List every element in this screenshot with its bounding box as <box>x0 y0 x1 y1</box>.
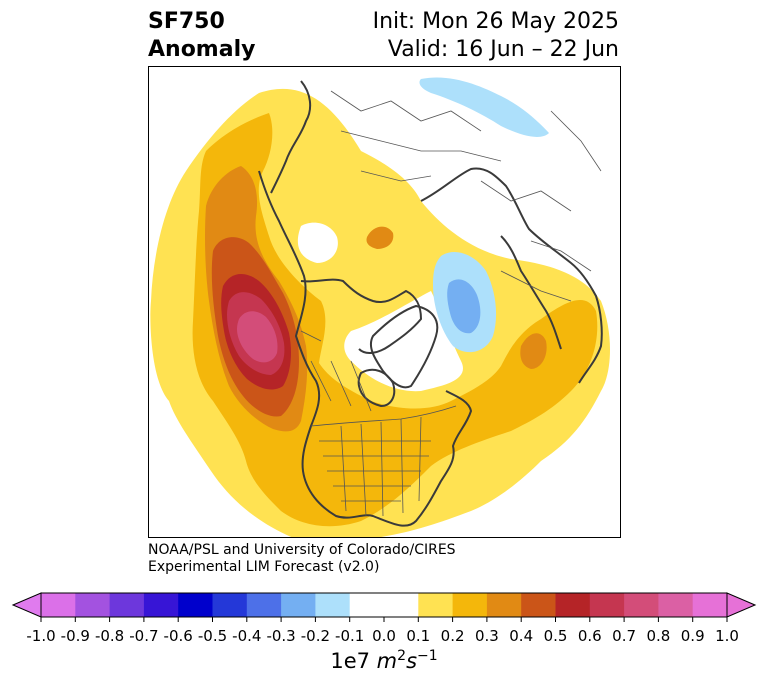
colorbar-cell <box>658 593 694 617</box>
colorbar-cell <box>281 593 316 617</box>
colorbar-cells <box>41 593 728 617</box>
units-exp-2: 2 <box>397 648 407 664</box>
colorbar-tick-label: -0.9 <box>61 627 90 645</box>
colorbar-cell <box>178 593 213 617</box>
colorbar-cell <box>589 593 625 617</box>
eurasia-coast <box>420 167 603 384</box>
colorbar-tick-label: 0.5 <box>544 627 568 645</box>
colorbar-cell <box>246 593 282 617</box>
colorbar: -1.0 -0.9 -0.8 -0.7 -0.6 -0.5 -0.4 -0.3 -0.2 -0.1… <box>11 592 757 645</box>
colorbar-cell <box>109 593 145 617</box>
hudson-bay-coast <box>357 368 396 407</box>
colorbar-tick-label: -0.8 <box>95 627 124 645</box>
colorbar-units: 1e7 m2s−1 <box>0 648 768 673</box>
colorbar-cell <box>418 593 454 617</box>
colorbar-cell <box>41 593 76 617</box>
colorbar-cell <box>486 593 522 617</box>
colorbar-tick-label: 0.9 <box>681 627 705 645</box>
colorbar-cell <box>692 593 728 617</box>
colorbar-tick-label: 0.1 <box>406 627 430 645</box>
colorbar-cell <box>349 593 385 617</box>
credit-line-2: Experimental LIM Forecast (v2.0) <box>148 559 380 575</box>
colorbar-tick-label: 0.7 <box>612 627 636 645</box>
colorbar-ticks: -1.0 -0.9 -0.8 -0.7 -0.6 -0.5 -0.4 -0.3 -0.2 -0.1… <box>26 617 739 645</box>
colorbar-tick-label: 0.8 <box>646 627 670 645</box>
colorbar-cell <box>555 593 591 617</box>
units-s: s <box>406 649 418 673</box>
date-block: Init: Mon 26 May 2025 Valid: 16 Jun – 22… <box>373 8 619 64</box>
colorbar-cell <box>143 593 179 617</box>
colorbar-cell <box>212 593 248 617</box>
canada-province-lines <box>300 330 372 412</box>
valid-range: Valid: 16 Jun – 22 Jun <box>387 37 619 62</box>
colorbar-tick-label: 1.0 <box>715 627 739 645</box>
colorbar-tick-label: -0.1 <box>335 627 364 645</box>
coastlines <box>258 80 603 527</box>
map-panel <box>148 66 621 538</box>
colorbar-tick-label: -0.5 <box>198 627 227 645</box>
colorbar-tick-label: 0.2 <box>441 627 465 645</box>
asia-east-coast <box>270 80 312 194</box>
anomaly-contour-neg-0.2 <box>447 279 481 334</box>
colorbar-cell <box>624 593 659 617</box>
units-m: m <box>376 649 398 673</box>
chart-title: SF750 Anomaly <box>148 8 255 64</box>
colorbar-cell <box>521 593 556 617</box>
colorbar-cell <box>75 593 111 617</box>
colorbar-tick-label: 0.4 <box>509 627 533 645</box>
colorbar-cell <box>452 593 488 617</box>
units-prefix: 1e7 <box>330 649 377 673</box>
colorbar-tick-label: -0.4 <box>232 627 261 645</box>
credit-line-1: NOAA/PSL and University of Colorado/CIRE… <box>148 542 456 558</box>
colorbar-tick-label: -0.6 <box>164 627 193 645</box>
colorbar-tick-label: 0.0 <box>372 627 396 645</box>
variable-name: SF750 <box>148 9 225 34</box>
us-state-lines <box>319 416 431 517</box>
colorbar-cell <box>315 593 351 617</box>
colorbar-tick-label: 0.3 <box>475 627 499 645</box>
anomaly-contour-pos-0.7 <box>237 311 278 363</box>
colorbar-tick-label: -0.3 <box>266 627 295 645</box>
colorbar-tick-label: -1.0 <box>26 627 55 645</box>
colorbar-over-arrow <box>726 592 757 618</box>
field-name: Anomaly <box>148 37 256 62</box>
source-credit: NOAA/PSL and University of Colorado/CIRE… <box>148 542 456 576</box>
north-america-arctic-coast <box>300 278 422 354</box>
eurasia-country-lines <box>330 90 602 302</box>
init-date: Init: Mon 26 May 2025 <box>372 9 619 34</box>
colorbar-tick-label: -0.2 <box>301 627 330 645</box>
greenland-coast <box>369 305 439 389</box>
units-exp-neg1: −1 <box>417 648 438 664</box>
scandinavia-coast <box>500 235 562 350</box>
shading-layer <box>150 77 610 537</box>
anomaly-map <box>150 77 610 537</box>
colorbar-under-arrow <box>11 592 42 618</box>
country-borders <box>300 90 602 517</box>
colorbar-tick-label: -0.7 <box>129 627 158 645</box>
colorbar-cell <box>384 593 419 617</box>
colorbar-tick-label: 0.6 <box>578 627 602 645</box>
